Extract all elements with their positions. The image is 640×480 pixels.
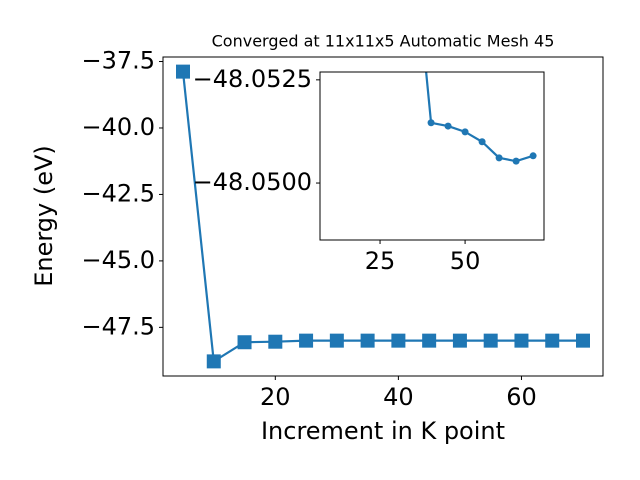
y-tick-label: −37.5 xyxy=(81,47,155,75)
plot-content xyxy=(425,72,537,165)
plot-content xyxy=(176,64,590,369)
marker xyxy=(329,333,344,348)
marker xyxy=(360,333,375,348)
y-tick-label: −48.0525 xyxy=(193,65,312,93)
marker xyxy=(391,333,406,348)
y-tick-label: −42.5 xyxy=(81,179,155,207)
marker xyxy=(576,333,590,348)
marker xyxy=(529,152,537,160)
marker xyxy=(452,333,467,348)
marker xyxy=(461,128,469,136)
marker xyxy=(483,333,498,348)
marker xyxy=(545,333,560,348)
marker xyxy=(176,64,190,79)
marker xyxy=(299,333,314,348)
marker xyxy=(206,354,221,369)
chart-title: Converged at 11x11x5 Automatic Mesh 45 xyxy=(212,32,555,51)
marker xyxy=(237,335,252,350)
y-tick-label: −45.0 xyxy=(81,246,155,274)
marker xyxy=(478,138,486,146)
marker xyxy=(512,157,520,165)
axes-frame xyxy=(162,56,604,377)
axes-frame xyxy=(319,71,545,241)
marker xyxy=(495,154,503,162)
marker xyxy=(444,122,452,130)
x-tick-label: 50 xyxy=(450,247,481,275)
y-tick-label: −40.0 xyxy=(81,113,155,141)
x-tick-label: 20 xyxy=(260,383,291,411)
x-tick-label: 60 xyxy=(506,383,537,411)
y-tick-label: −48.0500 xyxy=(193,168,312,196)
y-tick-label: −47.5 xyxy=(81,312,155,340)
marker xyxy=(427,119,435,127)
y-axis-label: Energy (eV) xyxy=(30,145,58,287)
x-tick-label: 25 xyxy=(365,247,396,275)
marker xyxy=(422,333,437,348)
x-axis-label: Increment in K point xyxy=(261,417,505,445)
marker xyxy=(514,333,529,348)
plot-area xyxy=(320,72,544,240)
x-tick-label: 40 xyxy=(383,383,414,411)
marker xyxy=(268,334,283,349)
